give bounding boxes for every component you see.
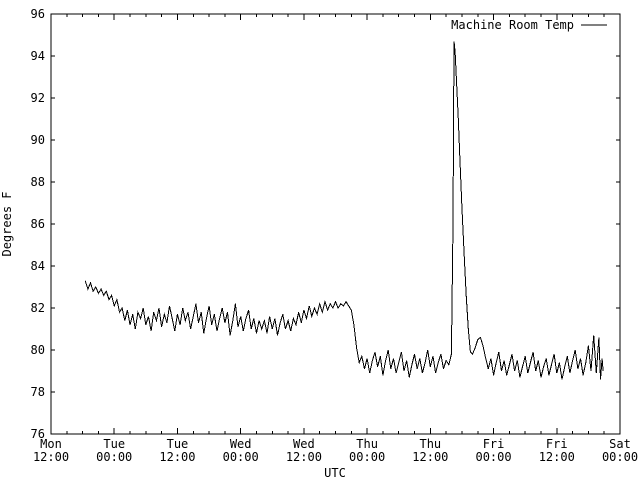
x-tick-label-time: 00:00 xyxy=(223,450,259,464)
y-tick-label: 94 xyxy=(31,49,45,63)
x-tick-label-time: 12:00 xyxy=(159,450,195,464)
y-tick-label: 82 xyxy=(31,301,45,315)
y-axis-title: Degrees F xyxy=(0,191,14,256)
x-axis-title: UTC xyxy=(324,466,346,480)
x-tick-label-day: Wed xyxy=(293,437,315,451)
x-tick-label-time: 12:00 xyxy=(286,450,322,464)
y-tick-label: 96 xyxy=(31,7,45,21)
plot-generated-content: 7678808284868890929496Mon12:00Tue00:00Tu… xyxy=(31,7,639,464)
plot-frame xyxy=(50,13,621,435)
x-tick-label-day: Fri xyxy=(546,437,568,451)
x-tick-label-day: Tue xyxy=(103,437,125,451)
x-tick-label-day: Fri xyxy=(483,437,505,451)
x-tick-label-time: 00:00 xyxy=(602,450,638,464)
y-tick-label: 84 xyxy=(31,259,45,273)
x-tick-label-time: 12:00 xyxy=(412,450,448,464)
y-tick-label: 90 xyxy=(31,133,45,147)
temperature-data-line xyxy=(84,41,604,380)
x-tick-label-day: Sat xyxy=(609,437,631,451)
x-tick-label-day: Mon xyxy=(40,437,62,451)
x-tick-label-time: 00:00 xyxy=(96,450,132,464)
x-tick-label-day: Wed xyxy=(230,437,252,451)
x-tick-label-time: 12:00 xyxy=(33,450,69,464)
y-tick-label: 80 xyxy=(31,343,45,357)
x-tick-label-day: Thu xyxy=(419,437,441,451)
x-tick-label-time: 12:00 xyxy=(539,450,575,464)
x-tick-label-time: 00:00 xyxy=(349,450,385,464)
y-tick-label: 78 xyxy=(31,385,45,399)
y-tick-label: 86 xyxy=(31,217,45,231)
x-tick-label-day: Tue xyxy=(167,437,189,451)
y-tick-label: 76 xyxy=(31,427,45,441)
y-tick-label: 88 xyxy=(31,175,45,189)
legend-label: Machine Room Temp xyxy=(451,18,574,32)
x-tick-label-time: 00:00 xyxy=(475,450,511,464)
x-tick-label-day: Thu xyxy=(356,437,378,451)
y-tick-label: 92 xyxy=(31,91,45,105)
